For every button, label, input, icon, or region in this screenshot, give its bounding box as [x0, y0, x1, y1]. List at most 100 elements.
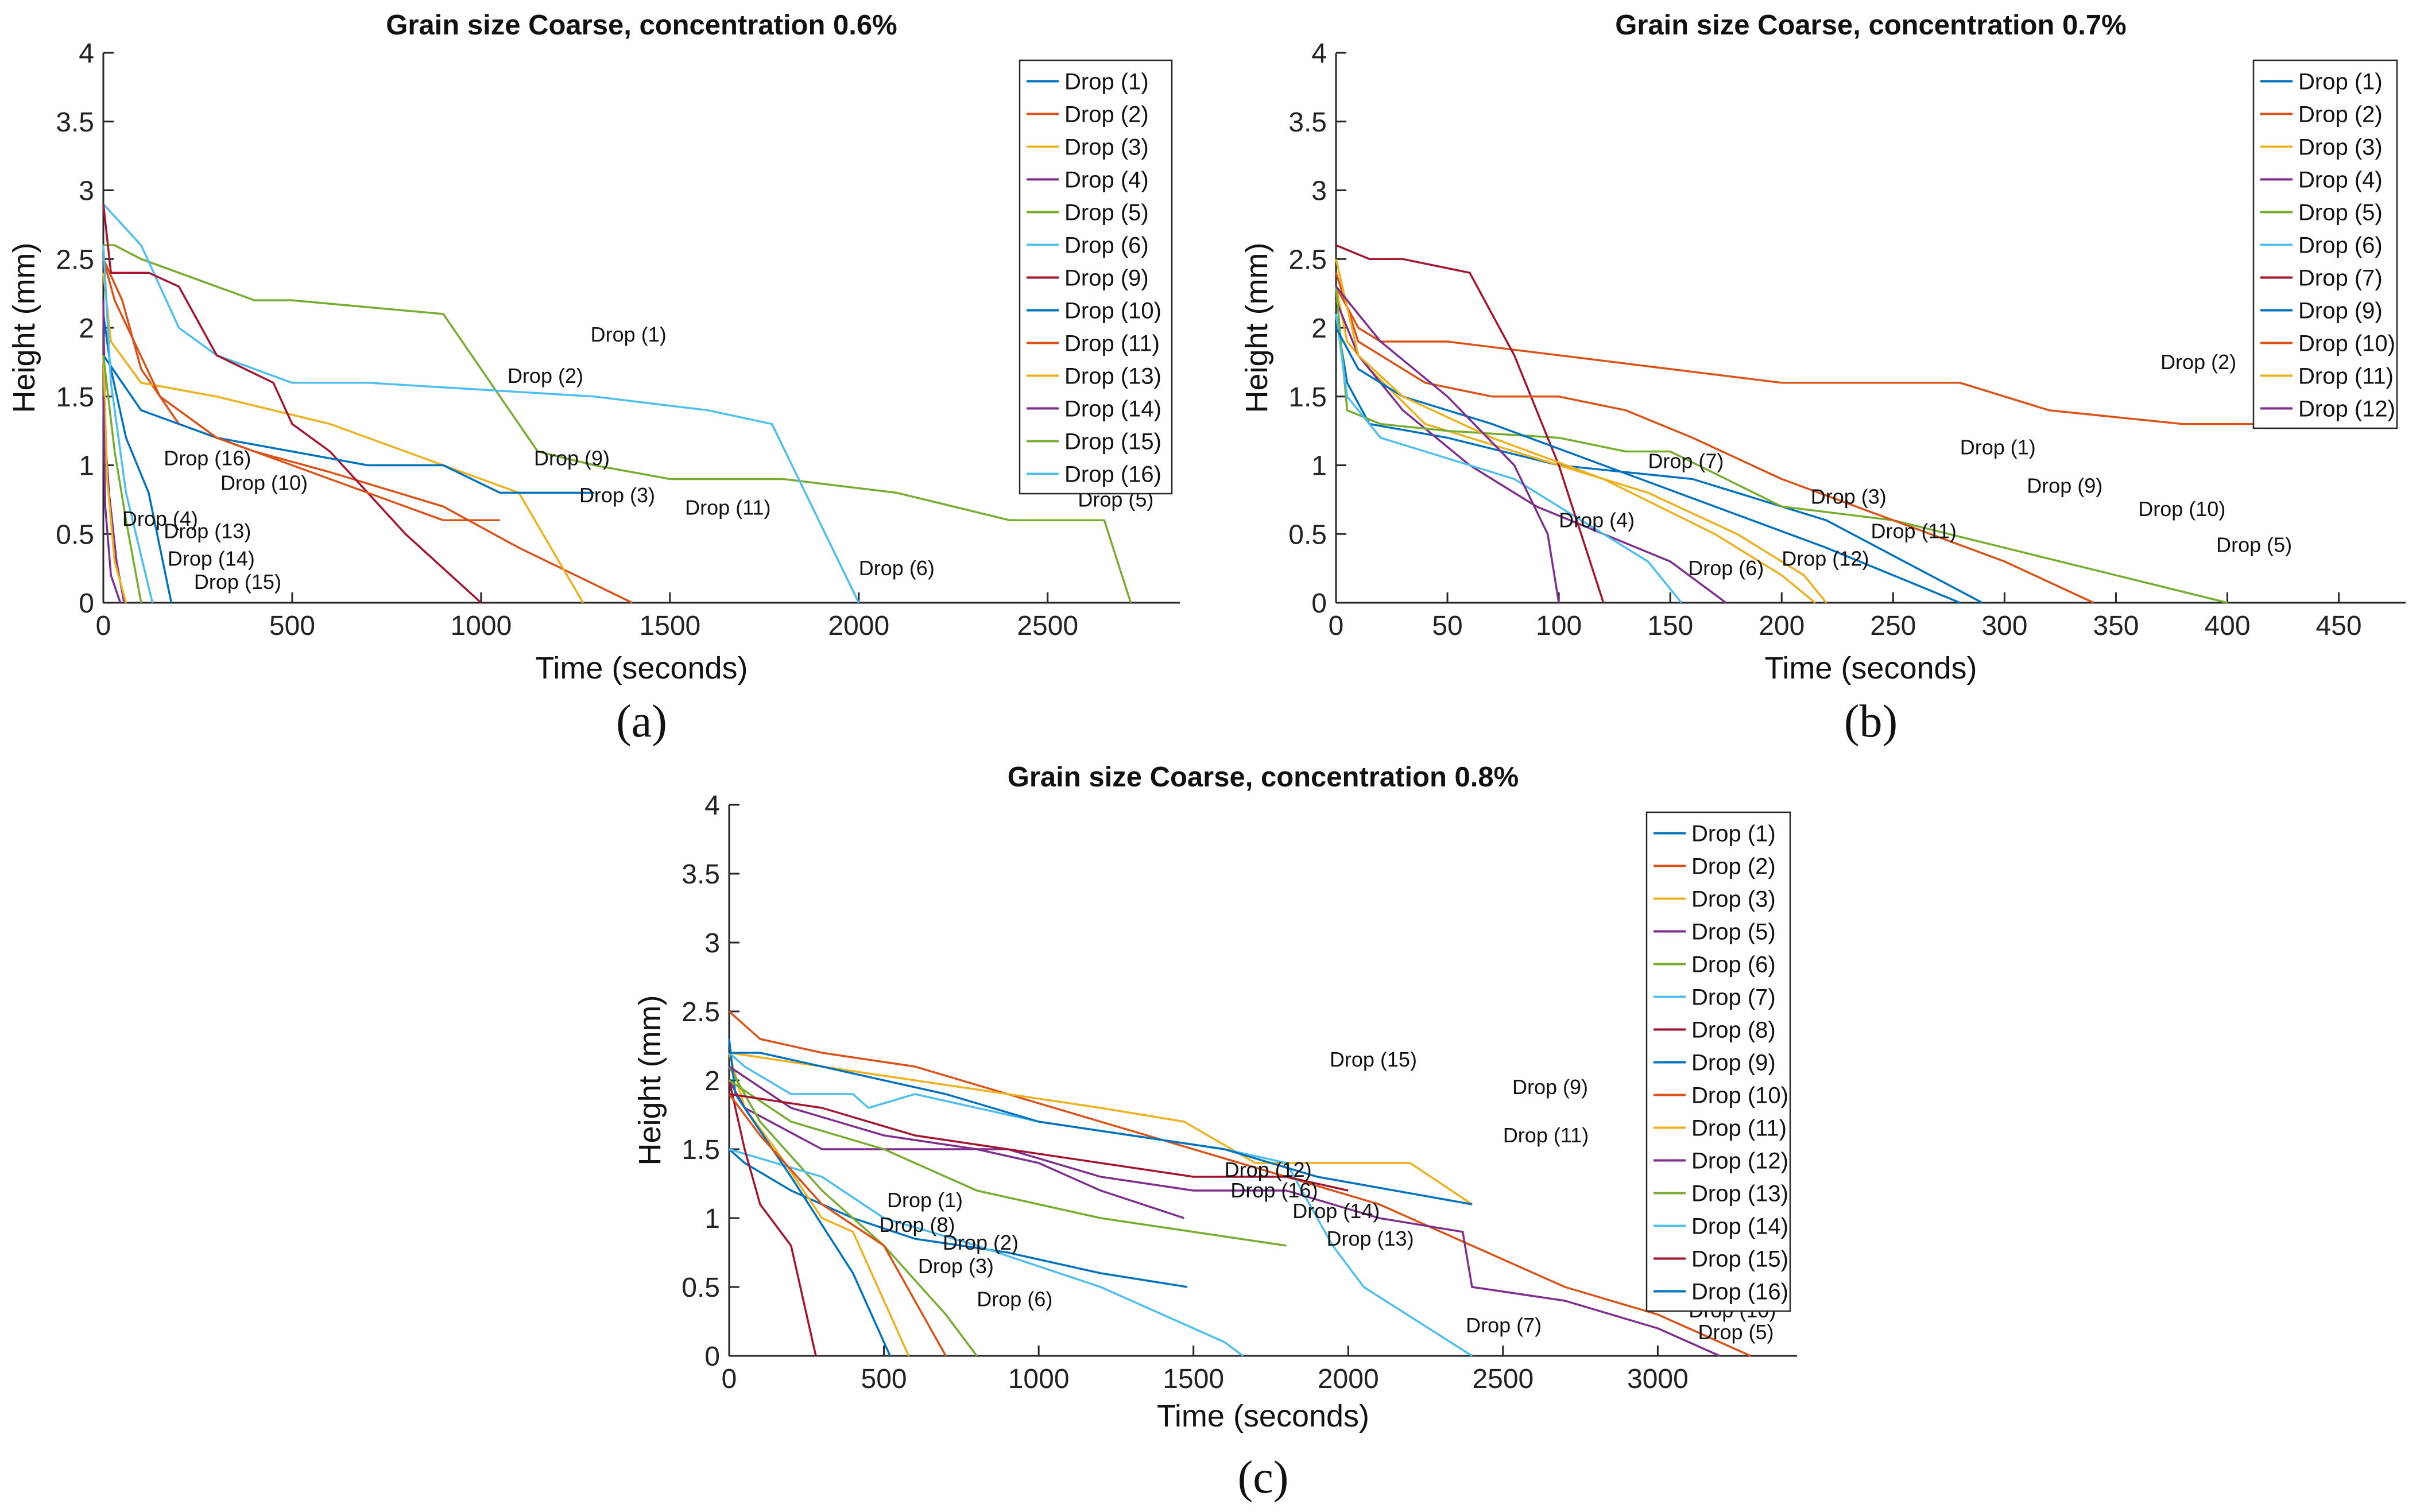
annotation-drop-13: Drop (13)	[1327, 1227, 1414, 1250]
annotation-drop-14: Drop (14)	[168, 546, 255, 570]
series-line-drop-6	[1335, 313, 1682, 604]
series-line-drop-3	[1335, 286, 1827, 604]
x-tick-label: 150	[1647, 611, 1693, 641]
legend-label-drop-10: Drop (10)	[2298, 331, 2395, 356]
x-tick-label: 2500	[1472, 1364, 1534, 1394]
series-line-drop-5	[103, 244, 1132, 603]
x-tick-label: 3000	[1627, 1364, 1689, 1394]
annotation-drop-13: Drop (13)	[164, 519, 251, 542]
y-tick-label: 0	[704, 1342, 720, 1372]
series-line-drop-2	[1335, 286, 2361, 425]
legend-label-drop-1: Drop (1)	[1064, 69, 1149, 95]
x-tick-label: 2000	[828, 611, 889, 641]
annotation-drop-11: Drop (11)	[1503, 1123, 1589, 1147]
series-line-drop-10	[728, 1093, 947, 1356]
legend-label-drop-6: Drop (6)	[2298, 233, 2383, 258]
chart-c: Grain size Coarse, concentration 0.8% 0 50…	[633, 762, 1797, 1503]
series-line-drop-6	[728, 1066, 978, 1357]
annotation-drop-1: Drop (1)	[887, 1188, 963, 1212]
chart-title: Grain size Coarse, concentration 0.8%	[1008, 762, 1519, 793]
annotation-drop-11: Drop (11)	[685, 496, 770, 519]
x-tick-label: 0	[1329, 611, 1344, 641]
x-tick-label: 1000	[1008, 1364, 1070, 1394]
legend-label-drop-4: Drop (4)	[1064, 168, 1149, 193]
x-tick-label: 2500	[1017, 611, 1078, 641]
legend-label-drop-7: Drop (7)	[2298, 266, 2383, 291]
legend-label-drop-3: Drop (3)	[1064, 135, 1149, 160]
y-tick-label: 1	[1311, 451, 1327, 482]
y-tick-label: 1.5	[1288, 382, 1327, 413]
y-tick-label: 0.5	[681, 1273, 720, 1303]
annotation-drop-1: Drop (1)	[1960, 435, 2036, 459]
y-tick-label: 0.5	[56, 519, 94, 550]
y-tick-label: 2.5	[1288, 245, 1327, 275]
panel-b: Grain size Coarse, concentration 0.7% 0 50…	[1223, 0, 2424, 747]
y-tick-label: 2.5	[681, 997, 720, 1028]
annotation-drop-9: Drop (9)	[1512, 1075, 1588, 1099]
series-line-drop-6	[102, 203, 860, 603]
x-tick-label: 400	[2204, 611, 2250, 641]
series-line-drop-16	[102, 245, 154, 603]
annotation-drop-12: Drop (12)	[1225, 1158, 1312, 1181]
series-line-drop-13	[102, 355, 127, 603]
y-tick-label: 2	[1311, 313, 1327, 344]
x-tick-label: 100	[1536, 611, 1582, 641]
series-line-drop-5	[1335, 286, 2228, 604]
y-tick-label: 1	[79, 451, 94, 482]
annotation-drop-3: Drop (3)	[1811, 485, 1887, 509]
legend-label-drop-2: Drop (2)	[1064, 102, 1149, 127]
annotation-drop-6: Drop (6)	[977, 1288, 1052, 1311]
legend-label-drop-12: Drop (12)	[2298, 397, 2395, 422]
series-line-drop-10	[1335, 272, 2094, 604]
y-tick-label: 1.5	[681, 1135, 720, 1165]
annotation-drop-6: Drop (6)	[1688, 556, 1764, 580]
y-tick-label: 4	[1311, 38, 1327, 69]
x-axis-label: Time (seconds)	[1157, 1399, 1369, 1433]
annotation-drop-15: Drop (15)	[1330, 1048, 1417, 1071]
x-tick-label: 500	[861, 1364, 907, 1394]
legend-label-drop-3: Drop (3)	[2298, 135, 2383, 160]
y-axis-label: Height (mm)	[633, 995, 667, 1165]
legend-label-drop-4: Drop (4)	[2298, 168, 2383, 193]
y-axis-label: Height (mm)	[7, 242, 41, 413]
y-tick-label: 3	[1311, 176, 1327, 207]
annotation-drop-12: Drop (12)	[1782, 546, 1869, 570]
annotation-drop-11: Drop (11)	[1871, 519, 1957, 542]
legend-label-drop-9: Drop (9)	[1691, 1050, 1776, 1076]
series-line-drop-1	[728, 1148, 1188, 1288]
annotation-drop-5: Drop (5)	[1698, 1320, 1774, 1344]
series-line-drop-7	[1335, 244, 1605, 603]
x-axis-label: Time (seconds)	[535, 651, 748, 685]
legend-label-drop-3: Drop (3)	[1691, 887, 1776, 912]
series-line-drop-12	[1335, 286, 1560, 603]
series-line-drop-9	[728, 1038, 891, 1356]
series-line-drop-1	[1335, 313, 1983, 604]
annotation-drop-10: Drop (10)	[2138, 497, 2225, 521]
series-line-drop-15	[729, 1093, 1349, 1192]
series-line-drop-14	[102, 396, 122, 603]
y-tick-label: 2.5	[56, 245, 94, 275]
y-tick-label: 3	[79, 176, 94, 207]
annotation-drop-5: Drop (5)	[2216, 533, 2292, 556]
annotation-drop-2: Drop (2)	[508, 364, 583, 387]
panel-caption: (a)	[616, 696, 667, 747]
y-tick-label: 0	[79, 588, 94, 619]
panel-caption: (b)	[1844, 696, 1898, 747]
y-tick-label: 4	[704, 790, 720, 821]
series-line-drop-11	[1335, 258, 1816, 604]
legend-label-drop-14: Drop (14)	[1064, 397, 1161, 422]
annotation-drop-4: Drop (4)	[122, 507, 198, 530]
x-tick-label: 1500	[1163, 1364, 1224, 1394]
legend-label-drop-10: Drop (10)	[1064, 298, 1161, 324]
legend-label-drop-1: Drop (1)	[2298, 69, 2383, 95]
chart-a: Grain size Coarse, concentration 0.6% 0 50…	[7, 10, 1180, 747]
y-tick-label: 3	[704, 928, 720, 959]
series-line-drop-15	[102, 355, 142, 603]
legend-label-drop-11: Drop (11)	[2298, 364, 2394, 389]
y-tick-label: 1.5	[56, 382, 94, 413]
panel-a: Grain size Coarse, concentration 0.6% 0 50…	[0, 0, 1211, 747]
annotation-drop-7: Drop (7)	[1466, 1313, 1542, 1337]
x-tick-label: 250	[1870, 611, 1916, 641]
x-tick-label: 350	[2093, 611, 2139, 641]
annotation-drop-3: Drop (3)	[579, 483, 655, 507]
